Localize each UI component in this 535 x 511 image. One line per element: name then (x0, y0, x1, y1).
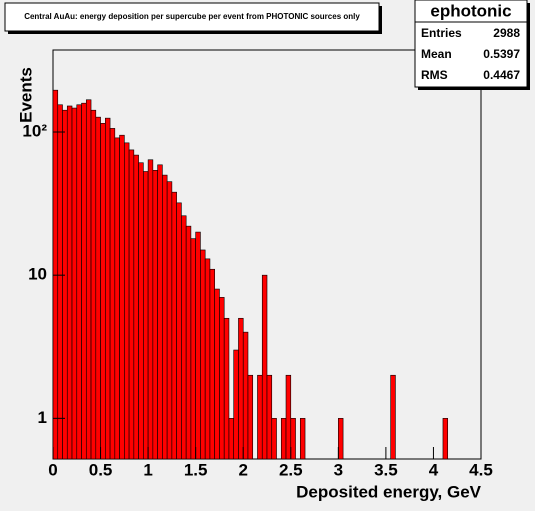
bar (171, 191, 177, 460)
x-tick-label: 1.5 (184, 460, 208, 479)
bar (152, 170, 158, 460)
bar (442, 418, 449, 460)
bar (261, 274, 268, 460)
x-tick-label: 3.5 (374, 460, 398, 479)
y-tick-label: 10² (22, 121, 47, 140)
y-tick-label: 1 (38, 408, 47, 427)
bar (242, 331, 249, 460)
bar (247, 374, 254, 460)
stats-value: 0.5397 (483, 47, 520, 61)
bar (271, 418, 277, 460)
bar (57, 104, 63, 460)
bar (143, 171, 149, 460)
x-tick-label: 3 (334, 460, 343, 479)
stats-title: ephotonic (430, 1, 511, 20)
bar (162, 174, 168, 460)
bar (285, 374, 292, 460)
bar (338, 418, 344, 460)
bar (128, 149, 135, 460)
bar (76, 104, 82, 460)
bar (66, 105, 73, 460)
bar (228, 418, 235, 460)
stats-label: Mean (421, 47, 452, 61)
bar (90, 109, 97, 460)
bar (147, 159, 154, 460)
bar (190, 238, 196, 460)
bar (124, 142, 130, 460)
bar (62, 109, 68, 460)
bar (200, 249, 206, 460)
bar (114, 137, 120, 460)
x-tick-label: 0.5 (89, 460, 113, 479)
bar (71, 107, 78, 460)
title-box (4, 2, 380, 32)
bar (105, 117, 111, 460)
bar (81, 102, 87, 460)
bar (109, 128, 116, 460)
bar (209, 268, 215, 460)
bar (100, 123, 106, 460)
bar (195, 231, 201, 460)
x-tick-label: 4 (429, 460, 439, 479)
bar (166, 181, 173, 460)
chart-title: Central AuAu: energy deposition per supe… (24, 12, 360, 21)
x-tick-label: 0 (48, 460, 57, 479)
stats-value: 2988 (493, 26, 520, 40)
y-axis-label: Events (16, 67, 35, 123)
x-axis-label: Deposited energy, GeV (296, 482, 482, 501)
bar (233, 349, 239, 460)
stats-label: RMS (421, 68, 448, 82)
bar (119, 134, 125, 460)
bar (280, 418, 287, 460)
bar (299, 418, 306, 460)
bar (52, 89, 59, 460)
x-tick-label: 4.5 (469, 460, 493, 479)
bar (257, 374, 263, 460)
y-tick-label: 10 (28, 265, 47, 284)
x-tick-label: 2 (238, 460, 247, 479)
bar (176, 202, 182, 460)
bar (204, 258, 211, 460)
bar (181, 215, 187, 460)
x-tick-label: 2.5 (279, 460, 303, 479)
bar (157, 164, 163, 460)
x-tick-label: 1 (143, 460, 152, 479)
bar (185, 225, 192, 460)
bar (390, 374, 396, 460)
bar (133, 154, 139, 460)
bar (238, 317, 244, 460)
bar (223, 317, 230, 460)
bar (138, 162, 144, 460)
bar (290, 418, 296, 460)
stats-value: 0.4467 (483, 68, 520, 82)
bar (266, 374, 273, 460)
bar (95, 116, 101, 460)
stats-box (414, 0, 528, 88)
bar (219, 297, 225, 460)
bar (85, 99, 92, 460)
bar (214, 288, 220, 460)
stats-label: Entries (421, 26, 462, 40)
